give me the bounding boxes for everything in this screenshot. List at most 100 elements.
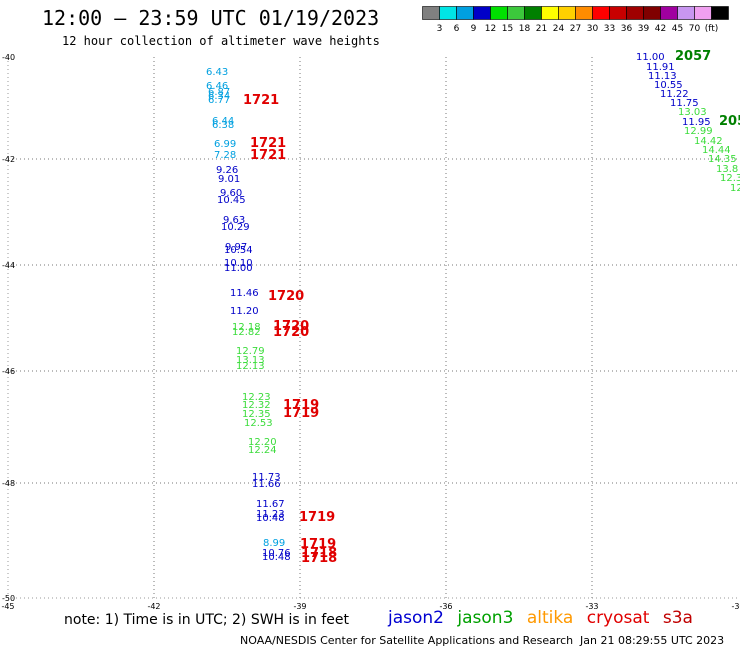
pass-time-label: 2057 (675, 49, 711, 64)
wave-height-value: 6.43 (206, 67, 228, 78)
pass-time-label: 1719 (283, 406, 319, 421)
longitude-label: -36 (439, 602, 452, 611)
color-scale-label: 30 (587, 24, 599, 34)
legend-altika: altika (526, 608, 574, 628)
wave-height-value: 11.67 (256, 499, 285, 510)
color-scale-label: 70 (689, 24, 701, 34)
longitude-label: -39 (293, 602, 306, 611)
color-scale-label: 39 (638, 24, 650, 34)
wave-height-value: 11.75 (670, 98, 699, 109)
wave-height-value: 12.24 (248, 445, 277, 456)
pass-time-label: 1720 (273, 319, 309, 334)
pass-time-label: 205 (719, 114, 740, 129)
wave-height-value: 12.79 (236, 346, 265, 357)
footer-note: note: 1) Time is in UTC; 2) SWH is in fe… (64, 612, 350, 628)
wave-height-value: 14.35 (708, 154, 737, 165)
page-title: 12:00 – 23:59 UTC 01/19/2023 (42, 6, 380, 30)
longitude-label: -30 (731, 602, 740, 611)
wave-height-value: 12.53 (244, 418, 273, 429)
latitude-label: -42 (2, 155, 15, 164)
wave-height-value: 9.60 (220, 188, 242, 199)
wave-height-value: 6.46 (206, 81, 228, 92)
color-scale-label: 24 (553, 24, 565, 34)
wave-height-value: 14.44 (702, 145, 731, 156)
latitude-label: -40 (2, 53, 15, 62)
wave-height-value: 12.20 (248, 437, 277, 448)
wave-height-value: 10.48 (262, 552, 291, 563)
wave-height-value: 6.44 (212, 116, 234, 127)
longitude-label: -33 (585, 602, 598, 611)
wave-height-value: 14.42 (694, 136, 723, 147)
wave-height-value: 10.48 (256, 513, 285, 524)
latitude-label: -46 (2, 367, 15, 376)
pass-time-label: 1720 (273, 325, 309, 340)
wave-height-value: 11.73 (252, 472, 281, 483)
satellite-legend: jason2 jason3 altika cryosat s3a (388, 608, 701, 628)
wave-height-value: 12.18 (232, 322, 261, 333)
wave-height-value: 9.01 (218, 174, 240, 185)
color-scale-label: 18 (519, 24, 531, 34)
wave-height-value: 12 (730, 183, 740, 194)
wave-height-value: 9.26 (216, 165, 238, 176)
wave-height-value: 9.63 (223, 215, 245, 226)
wave-height-value: 10.29 (221, 222, 250, 233)
wave-height-value: 8.99 (263, 538, 285, 549)
color-scale-label: 27 (570, 24, 581, 34)
pass-time-label: 1721 (243, 93, 279, 108)
color-scale-label: 33 (604, 24, 615, 34)
pass-time-label: 1721 (250, 148, 286, 163)
color-scale-label: (ft) (705, 24, 719, 34)
pass-time-label: 1720 (268, 289, 304, 304)
credit-line: NOAA/NESDIS Center for Satellite Applica… (240, 634, 574, 647)
color-swatch (711, 6, 729, 20)
wave-height-value: 7.28 (214, 150, 236, 161)
color-scale-label: 3 (437, 24, 443, 34)
pass-time-label: 1718 (301, 551, 337, 566)
wave-height-value: 12.82 (232, 327, 261, 338)
color-scale-label: 6 (454, 24, 460, 34)
wave-height-value: 13.13 (236, 355, 265, 366)
wave-height-value: 6.77 (208, 95, 230, 106)
wave-height-value: 10.55 (654, 80, 683, 91)
wave-height-value: 11.20 (230, 306, 259, 317)
pass-time-label: 1719 (299, 510, 335, 525)
longitude-label: -42 (147, 602, 160, 611)
wave-height-value: 10.76 (262, 548, 291, 559)
pass-time-label: 1721 (250, 136, 286, 151)
latitude-label: -50 (2, 594, 15, 603)
wave-height-value: 6.87 (208, 87, 230, 98)
wave-height-value: 10.45 (217, 195, 246, 206)
wave-height-value: 12.23 (242, 392, 271, 403)
wave-height-value: 6.99 (214, 139, 236, 150)
wave-height-value: 11.23 (256, 509, 285, 520)
wave-height-value: 11.91 (646, 62, 675, 73)
color-scale-label: 9 (471, 24, 477, 34)
color-scale-label: 15 (502, 24, 513, 34)
latitude-label: -48 (2, 479, 15, 488)
legend-cryosat: cryosat (586, 608, 650, 628)
wave-height-value: 11.00 (636, 52, 665, 63)
wave-height-value: 13.03 (678, 107, 707, 118)
pass-time-label: 1719 (300, 537, 336, 552)
color-scale-label: 42 (655, 24, 666, 34)
legend-jason3: jason3 (457, 608, 514, 628)
wave-height-value: 11.66 (252, 479, 281, 490)
wave-height-value: 11.22 (660, 89, 689, 100)
wave-height-value: 6.38 (212, 120, 234, 131)
wave-height-value: 10.10 (224, 258, 253, 269)
wave-height-value: 11.95 (682, 117, 711, 128)
color-scale-label: 21 (536, 24, 547, 34)
wave-height-value: 12.35 (242, 409, 271, 420)
color-scale-label: 12 (485, 24, 496, 34)
color-scale-label: 45 (672, 24, 683, 34)
wave-height-value: 12.3 (720, 173, 740, 184)
wave-height-value: 10.54 (224, 245, 253, 256)
wave-height-value: 12.32 (242, 400, 271, 411)
wave-height-value: 12.13 (236, 361, 265, 372)
legend-jason2: jason2 (388, 608, 444, 628)
color-scale-bar: 3 6 9 12 15 18 21 24 27 30 33 36 39 42 45 70 (ft) (422, 6, 729, 34)
wave-height-value: 11.00 (224, 263, 253, 274)
wave-height-value: 6.34 (208, 91, 230, 102)
page-subtitle: 12 hour collection of altimeter wave hei… (62, 34, 380, 48)
